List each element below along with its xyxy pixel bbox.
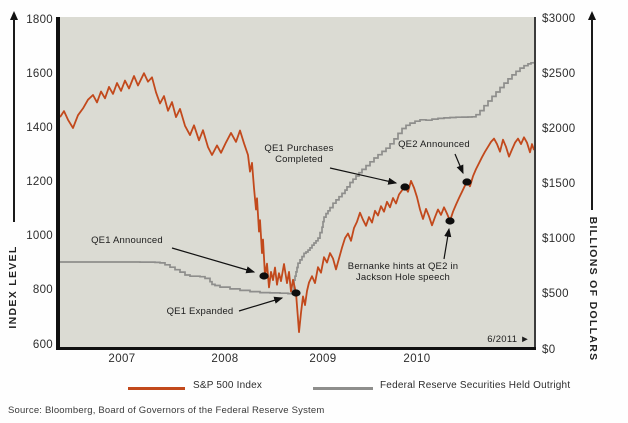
x-axis-tick-2009: 2009 [309,353,337,365]
left-axis-line [13,19,15,222]
legend-swatch-sp500 [128,387,185,390]
annotation-arrow-qe2-announced [454,153,464,175]
annotation-arrow-qe1-purchases-completed [329,167,398,185]
left-axis-tick-1200: 1200 [26,176,53,188]
right-axis-tick-2000: $2000 [542,123,576,136]
legend-label-fed-securities: Federal Reserve Securities Held Outright [380,380,571,391]
annotation-arrow-qe1-announced [171,247,256,274]
left-axis-tick-1800: 1800 [26,13,53,26]
end-date-label: 6/2011 ► [487,334,530,345]
source-citation: Source: Bloomberg, Board of Governors of… [8,405,325,416]
annotation-label-qe2-announced: QE2 Announced [398,139,470,150]
event-dot-qe1-purchases-completed [400,183,410,191]
right-axis-tick-500: $500 [542,288,569,301]
right-axis-arrow-icon [587,11,596,20]
right-axis-tick-3000: $3000 [542,13,576,25]
annotation-label-qe1-purchases-completed: QE1 Purchases Completed [264,143,334,165]
left-axis-tick-1000: 1000 [26,230,53,243]
left-axis-tick-1600: 1600 [26,67,53,80]
chart-canvas [60,61,534,333]
right-axis-line [591,19,593,210]
x-axis-tick-2010: 2010 [403,353,431,365]
annotation-arrow-bernanke-jackson-hole [443,227,452,260]
x-axis-tick-2008: 2008 [211,353,239,365]
annotation-label-bernanke-jackson-hole: Bernanke hints at QE2 in Jackson Hole sp… [347,261,459,283]
event-dot-qe1-expanded [291,289,301,297]
fed-securities-line [60,61,534,295]
plot-border-right [534,17,536,350]
annotation-label-qe1-expanded: QE1 Expanded [166,306,234,317]
event-dot-bernanke-jackson-hole [445,217,455,225]
event-dot-qe1-announced [259,272,269,280]
legend-swatch-fed-securities [313,387,373,390]
annotation-arrow-qe1-expanded [238,296,284,312]
right-axis-tick-2500: $2500 [542,68,576,81]
right-axis-tick-0: $0 [542,343,556,356]
sp500-line [60,72,534,333]
left-axis-tick-800: 800 [32,284,53,297]
left-axis-tick-600: 600 [32,338,53,351]
event-dot-qe2-announced [462,178,472,186]
plot-border-left [56,17,60,350]
left-axis-arrow-icon [9,11,18,20]
right-axis-tick-1000: $1000 [542,233,576,246]
right-axis-tick-1500: $1500 [542,178,576,191]
left-axis-tick-1400: 1400 [26,121,53,134]
legend-label-sp500: S&P 500 Index [193,380,263,391]
plot-border-bottom [56,347,536,350]
x-axis-tick-2007: 2007 [108,353,136,365]
annotation-label-qe1-announced: QE1 Announced [91,235,163,246]
